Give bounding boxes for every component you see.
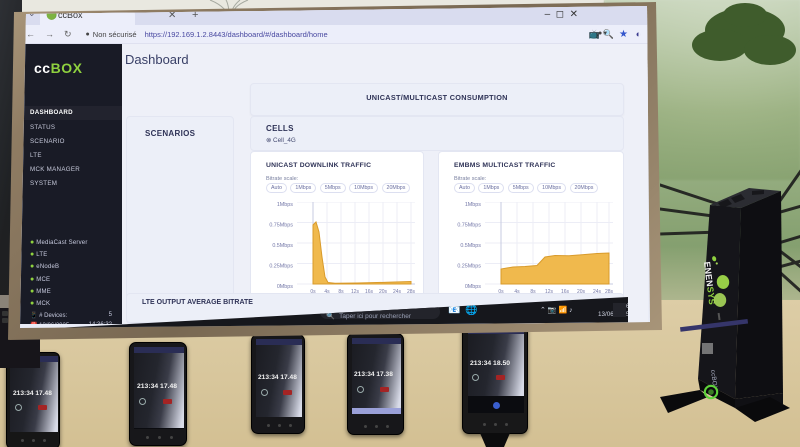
svg-text:0.5Mbps: 0.5Mbps <box>460 243 481 249</box>
svg-text:0Mbps: 0Mbps <box>277 284 293 290</box>
svg-text:0.25Mbps: 0.25Mbps <box>269 264 293 270</box>
svg-text:0.75Mbps: 0.75Mbps <box>269 223 293 229</box>
svg-text:0Mbps: 0Mbps <box>465 284 481 290</box>
svg-text:0.75Mbps: 0.75Mbps <box>457 223 481 229</box>
svg-text:0.25Mbps: 0.25Mbps <box>457 264 481 270</box>
svg-text:1Mbps: 1Mbps <box>465 202 481 208</box>
svg-text:1Mbps: 1Mbps <box>277 202 293 208</box>
svg-text:0.5Mbps: 0.5Mbps <box>272 243 293 249</box>
